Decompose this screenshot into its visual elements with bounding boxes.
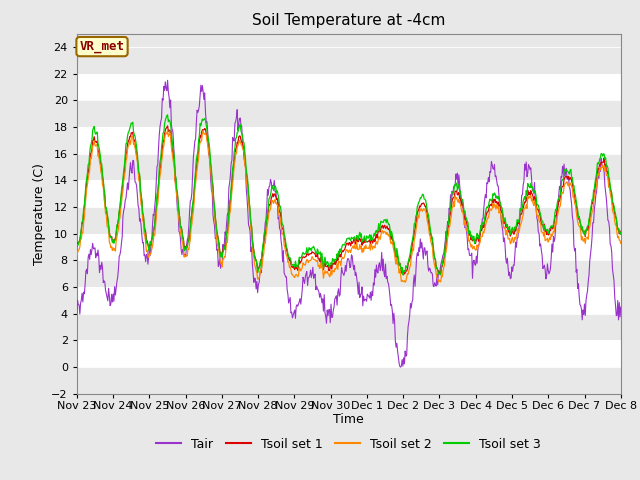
Bar [77, 313, 621, 340]
Bar [77, 367, 621, 394]
Bar [77, 154, 621, 180]
Text: VR_met: VR_met [79, 40, 125, 53]
Bar [77, 207, 621, 234]
Bar [77, 287, 621, 313]
Bar [77, 73, 621, 100]
Bar [77, 47, 621, 73]
Y-axis label: Temperature (C): Temperature (C) [33, 163, 45, 264]
Bar [77, 234, 621, 260]
Bar [77, 340, 621, 367]
X-axis label: Time: Time [333, 413, 364, 426]
Bar [77, 127, 621, 154]
Bar [77, 260, 621, 287]
Bar [77, 100, 621, 127]
Bar [77, 180, 621, 207]
Title: Soil Temperature at -4cm: Soil Temperature at -4cm [252, 13, 445, 28]
Legend: Tair, Tsoil set 1, Tsoil set 2, Tsoil set 3: Tair, Tsoil set 1, Tsoil set 2, Tsoil se… [152, 433, 546, 456]
